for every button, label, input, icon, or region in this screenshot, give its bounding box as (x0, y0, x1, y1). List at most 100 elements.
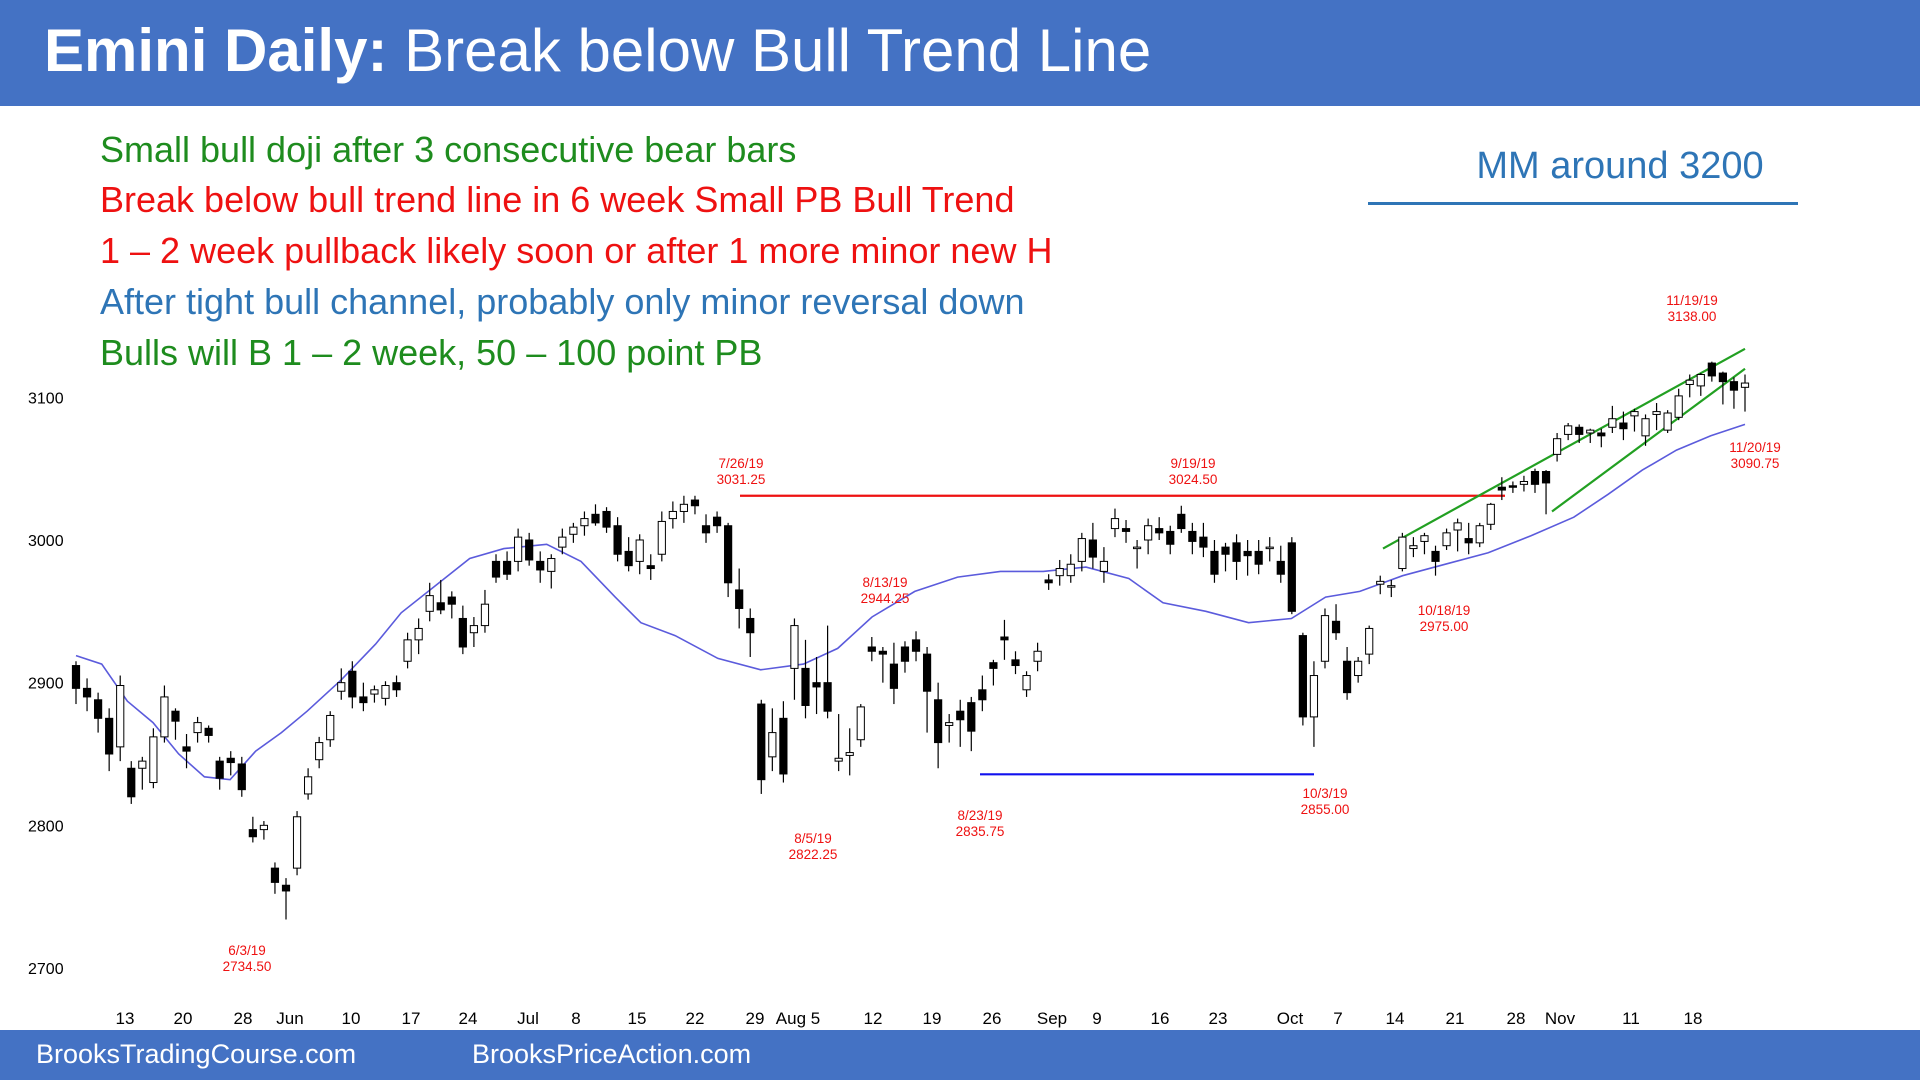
candle-body (491, 560, 501, 578)
candle (613, 517, 622, 562)
candle (1320, 608, 1330, 669)
candle (1740, 374, 1750, 412)
price-label-date: 10/18/19 (1418, 603, 1471, 618)
candle-body (602, 510, 611, 528)
x-tick-label: 11 (1622, 1009, 1640, 1028)
x-tick-label: 26 (983, 1009, 1002, 1028)
candle-body (1342, 660, 1352, 694)
candle-body (580, 518, 589, 527)
candle (359, 682, 368, 712)
candle-body (425, 595, 434, 612)
candle (1365, 625, 1374, 665)
x-tick-label: 29 (746, 1009, 765, 1028)
candle (304, 768, 313, 800)
moving-average-line (75, 423, 1746, 781)
candle-body (337, 682, 346, 692)
x-tick-label: 16 (1151, 1009, 1170, 1028)
x-tick-label: 13 (116, 1009, 135, 1028)
candle (1166, 525, 1175, 555)
candle-body (1155, 528, 1164, 534)
candle-body (1619, 422, 1628, 430)
candle-body (1044, 579, 1053, 584)
candle-body (1530, 471, 1540, 485)
candle-body (414, 627, 423, 641)
x-tick-label: Aug 5 (776, 1009, 820, 1028)
candle-body (646, 565, 655, 570)
candle-body (315, 742, 324, 761)
candle-body (1685, 379, 1694, 385)
candle (1155, 517, 1164, 540)
price-label-value: 2835.75 (956, 824, 1005, 839)
candle (1144, 518, 1153, 555)
candle-body (922, 653, 932, 692)
price-label-date: 6/3/19 (228, 943, 266, 958)
candle (105, 708, 114, 772)
y-tick-label: 3100 (28, 390, 64, 407)
candle (911, 631, 921, 662)
price-label-value: 3090.75 (1731, 456, 1780, 471)
candle-body (823, 682, 832, 712)
candle-body (1608, 418, 1617, 428)
candle-body (171, 710, 180, 722)
candle-body (1354, 660, 1363, 677)
footer-link-brookspriceaction[interactable]: BrooksPriceAction.com (472, 1039, 752, 1069)
candle-body (359, 696, 368, 704)
candle (215, 756, 224, 790)
candle-body (237, 763, 246, 791)
candle-body (1740, 382, 1750, 388)
candle (790, 618, 799, 700)
candle-body (1519, 480, 1529, 485)
candle-body (1398, 536, 1407, 570)
candle (1376, 575, 1385, 595)
price-label-value: 2944.25 (861, 591, 910, 606)
candle (1541, 470, 1551, 515)
candle (1707, 361, 1716, 382)
candle-body (193, 722, 202, 734)
candle-body (591, 513, 600, 524)
x-tick-label: 15 (628, 1009, 647, 1028)
candle-body (1177, 513, 1186, 530)
page-title: Emini Daily: Break below Bull Trend Line (44, 16, 1151, 86)
candle (1519, 475, 1529, 492)
candle-body (1132, 546, 1142, 550)
candle (1453, 518, 1462, 552)
candle (967, 696, 976, 752)
candle-body (624, 550, 633, 567)
candle (248, 816, 257, 843)
x-tick-label: 20 (174, 1009, 193, 1028)
x-tick-label: 21 (1446, 1009, 1465, 1028)
candle (1608, 405, 1617, 433)
candle (690, 495, 700, 515)
candle-body (204, 727, 213, 736)
candle-body (1376, 580, 1385, 585)
x-tick-label: 18 (1684, 1009, 1703, 1028)
candle (1276, 545, 1285, 583)
annotation-5: Bulls will B 1 – 2 week, 50 – 100 point … (100, 332, 763, 373)
y-axis-labels: 2700 2800 2900 3000 3100 (28, 390, 64, 978)
candle (602, 507, 611, 533)
candle-body (447, 596, 456, 605)
channel_bottom-line (1551, 367, 1746, 513)
candle (834, 714, 843, 772)
candle (458, 605, 467, 655)
candle (182, 734, 191, 769)
candle-body (1365, 627, 1374, 655)
candle (381, 681, 390, 706)
candle (1177, 505, 1186, 533)
candle (1243, 539, 1252, 576)
candle-body (657, 520, 666, 555)
candle-body (392, 682, 401, 691)
candle (1354, 656, 1363, 683)
candle (1088, 522, 1097, 569)
candle-body (1409, 545, 1418, 550)
candle (900, 641, 910, 673)
x-tick-label: 19 (923, 1009, 942, 1028)
footer-link-brookstradingcourse[interactable]: BrooksTradingCourse.com (36, 1039, 357, 1069)
price-label-date: 11/20/19 (1729, 440, 1781, 455)
price-label-value: 3031.25 (717, 472, 766, 487)
candle (127, 761, 136, 804)
candle (259, 821, 269, 840)
